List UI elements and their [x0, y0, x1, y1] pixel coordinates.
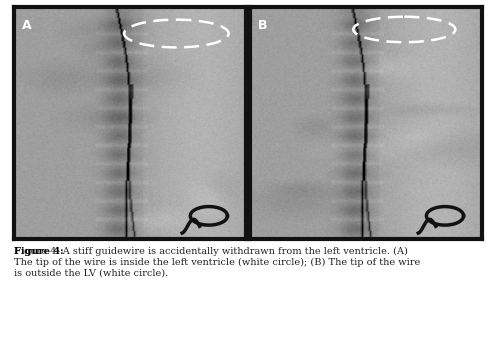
Text: B: B: [258, 19, 268, 32]
Text: Figure 4:: Figure 4:: [14, 247, 63, 256]
Text: A: A: [22, 19, 32, 32]
Text: Figure 4: A stiff guidewire is accidentally withdrawn from the left ventricle. (: Figure 4: A stiff guidewire is accidenta…: [14, 247, 420, 277]
